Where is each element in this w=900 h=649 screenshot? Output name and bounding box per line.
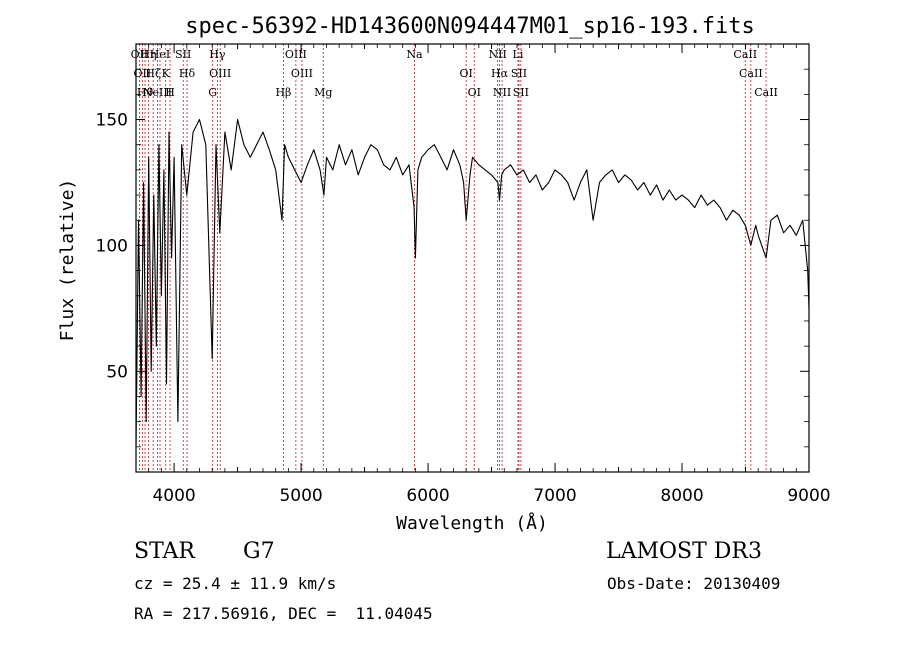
marker-label: Na [406, 48, 423, 61]
marker-label: CaII [739, 67, 763, 80]
spectral-subclass: G7 [243, 539, 275, 564]
y-axis-label: Flux (relative) [57, 179, 78, 342]
marker-label: OII [133, 67, 151, 80]
marker-label: OII [131, 48, 149, 61]
chart-title: spec-56392-HD143600N094447M01_sp16-193.f… [185, 14, 755, 39]
marker-label: OIII [291, 67, 313, 80]
marker-label: NII [488, 48, 506, 61]
marker-label: Hζ [145, 67, 161, 80]
marker-label: Hθ [137, 86, 154, 99]
marker-label: OIII [285, 48, 307, 61]
marker-label: Hβ [275, 86, 291, 99]
spectrum-line [135, 118, 810, 447]
marker-label: NeIII [143, 86, 172, 99]
marker-label: Hδ [179, 67, 196, 80]
x-tick-label: 7000 [533, 486, 576, 506]
marker-label: Mg [314, 86, 332, 99]
marker-label: Hη [140, 48, 156, 61]
x-tick-label: 8000 [660, 486, 703, 506]
plot-frame [135, 43, 810, 473]
marker-label: CaII [754, 86, 778, 99]
coordinates: RA = 217.56916, DEC = 11.04045 [134, 604, 433, 623]
line-marker-labels: OIIOIIHθHηHζNeIIIHeIKHSIIHδGHγOIIIHβOIII… [131, 48, 778, 99]
y-tick-label: 100 [96, 236, 128, 256]
marker-label: G [208, 86, 217, 99]
marker-label: Li [513, 48, 524, 61]
x-tick-label: 6000 [406, 486, 449, 506]
marker-label: Hα [491, 67, 509, 80]
marker-label: OIII [209, 67, 231, 80]
y-tick-label: 50 [106, 362, 128, 382]
x-tick-label: 4000 [152, 486, 195, 506]
y-axis-ticks: 50 100 150 [96, 68, 809, 448]
marker-label: Hγ [209, 48, 226, 61]
marker-label: K [162, 67, 171, 80]
marker-label: SII [175, 48, 191, 61]
marker-label: NII [493, 86, 511, 99]
observation-date: Obs-Date: 20130409 [607, 574, 781, 593]
marker-label: H [165, 86, 175, 99]
redshift-value: cz = 25.4 ± 11.9 km/s [134, 574, 337, 593]
marker-label: HeI [150, 48, 170, 61]
y-tick-label: 150 [96, 111, 128, 131]
marker-label: OI [459, 67, 472, 80]
x-axis-label: Wavelength (Å) [396, 512, 548, 534]
marker-label: OI [468, 86, 481, 99]
marker-label: SII [513, 86, 529, 99]
x-tick-label: 9000 [787, 486, 830, 506]
x-axis-ticks: 4000 5000 6000 7000 8000 9000 [148, 44, 831, 506]
object-type: STAR [134, 539, 195, 564]
survey-name: LAMOST DR3 [606, 539, 762, 564]
marker-label: CaII [733, 48, 757, 61]
x-tick-label: 5000 [279, 486, 322, 506]
line-markers [139, 44, 767, 472]
marker-label: SII [511, 67, 527, 80]
